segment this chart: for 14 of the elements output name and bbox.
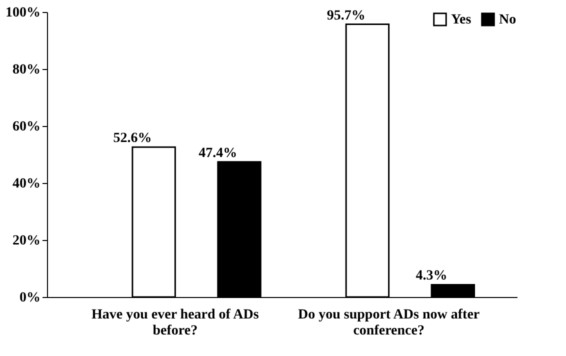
y-tick-label: 40% bbox=[12, 176, 40, 192]
x-tick-label: Do you support ADs now after conference? bbox=[298, 308, 480, 338]
y-tick-label: 20% bbox=[12, 234, 40, 248]
data-label: 95.7% bbox=[326, 8, 366, 24]
legend-label: No bbox=[499, 12, 516, 28]
y-tick-label: 0% bbox=[20, 290, 40, 306]
y-tick-label: 60% bbox=[12, 120, 40, 134]
legend-label: Yes bbox=[451, 12, 472, 28]
x-tick-label: Have you ever heard of ADs before? bbox=[92, 308, 260, 338]
data-label: 47.4% bbox=[198, 146, 238, 161]
data-label: 52.6% bbox=[113, 131, 152, 146]
data-label: 4.3% bbox=[416, 268, 448, 284]
y-tick-label: 100% bbox=[6, 6, 40, 20]
y-tick-label: 80% bbox=[12, 62, 40, 78]
